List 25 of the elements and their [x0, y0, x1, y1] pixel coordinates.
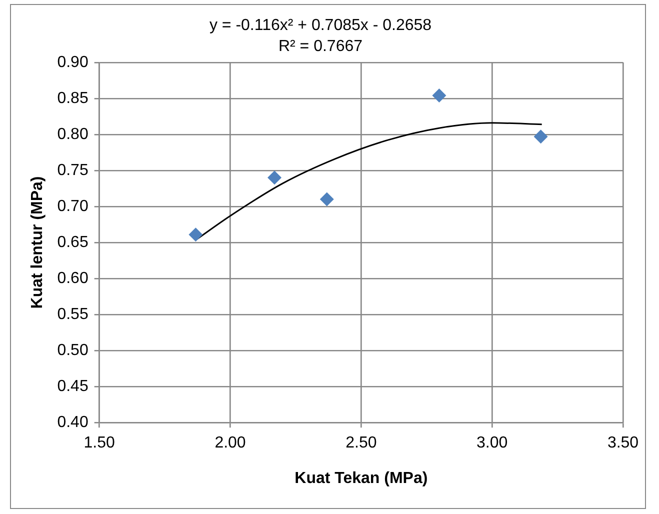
x-tick-label: 2.00	[214, 434, 246, 452]
y-tick-label: 0.45	[57, 378, 88, 395]
y-tick-label: 0.75	[57, 162, 88, 179]
x-tick-label: 3.00	[476, 434, 508, 452]
y-axis-title: Kuat lentur (MPa)	[29, 176, 46, 309]
point	[320, 192, 334, 206]
y-tick-label: 0.65	[57, 234, 88, 251]
x-tick-label: 3.50	[607, 434, 639, 452]
point	[432, 88, 446, 103]
point	[268, 170, 282, 185]
y-tick-label: 0.85	[57, 90, 88, 107]
y-tick-label: 0.40	[57, 414, 88, 432]
y-tick-label: 0.60	[57, 270, 88, 287]
y-tick-label: 0.50	[57, 342, 88, 359]
x-tick-label: 1.50	[84, 434, 116, 452]
point	[534, 130, 548, 144]
x-axis-title: Kuat Tekan (MPa)	[294, 470, 428, 487]
x-tick-label: 2.50	[346, 434, 377, 452]
y-tick-label: 0.55	[57, 306, 88, 323]
y-tick-label: 0.70	[57, 198, 88, 215]
y-tick-label: 0.80	[57, 126, 88, 143]
chart-title: y = -0.116x² + 0.7085x - 0.2658	[209, 17, 432, 34]
chart-subtitle: R² = 0.7667	[278, 38, 363, 56]
y-tick-label: 0.90	[57, 54, 88, 71]
point	[188, 228, 203, 242]
